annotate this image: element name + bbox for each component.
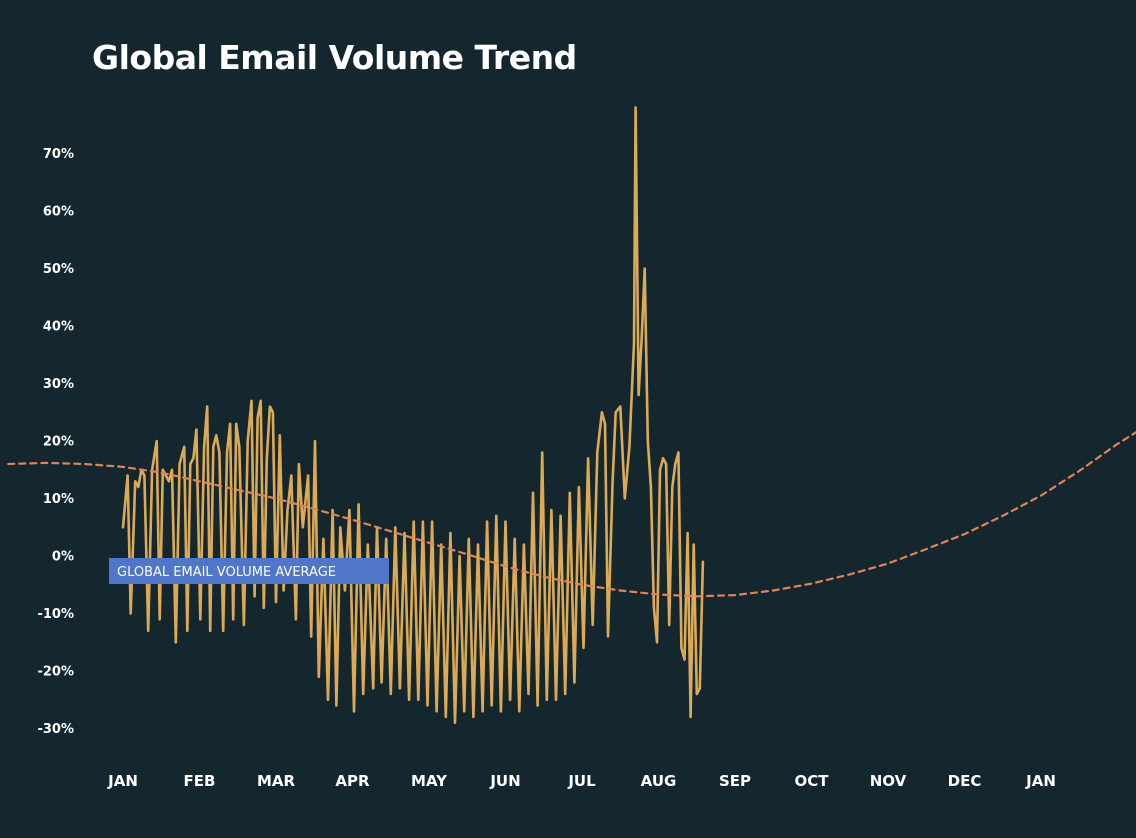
- y-tick-label: -30%: [37, 722, 74, 737]
- x-tick-label: SEP: [719, 772, 751, 790]
- y-tick-label: 10%: [43, 492, 74, 507]
- chart-title: Global Email Volume Trend: [92, 38, 577, 77]
- x-axis: JAN FEB MAR APR MAY JUN JUL AUG SEP OCT NOV DEC JAN: [107, 772, 1056, 790]
- x-tick-label: NOV: [870, 772, 907, 790]
- average-label-text: GLOBAL EMAIL VOLUME AVERAGE: [117, 565, 336, 580]
- x-tick-label: JUN: [489, 772, 520, 790]
- y-tick-label: -10%: [37, 607, 74, 622]
- x-tick-label: AUG: [641, 772, 677, 790]
- x-tick-label: OCT: [795, 772, 830, 790]
- y-tick-label: 70%: [43, 147, 74, 162]
- x-tick-label: JUL: [567, 772, 596, 790]
- y-axis: 70%60%50%40%30%20%10%0%-10%-20%-30%: [37, 147, 74, 737]
- x-tick-label: DEC: [948, 772, 982, 790]
- x-tick-label: APR: [335, 772, 370, 790]
- y-tick-label: 20%: [43, 435, 74, 450]
- y-tick-label: 60%: [43, 205, 74, 220]
- y-tick-label: -20%: [37, 665, 74, 680]
- series: [7, 106, 1136, 725]
- average-label-background: [109, 558, 389, 584]
- x-tick-label: JAN: [107, 772, 138, 790]
- average-label: GLOBAL EMAIL VOLUME AVERAGE: [109, 558, 389, 584]
- y-tick-label: 50%: [43, 262, 74, 277]
- daily-volume-line: [121, 106, 705, 725]
- x-tick-label: JAN: [1025, 772, 1056, 790]
- trend-line: [7, 431, 1136, 598]
- y-tick-label: 30%: [43, 377, 74, 392]
- x-tick-label: MAY: [411, 772, 448, 790]
- y-tick-label: 40%: [43, 320, 74, 335]
- x-tick-label: FEB: [184, 772, 216, 790]
- x-tick-label: MAR: [257, 772, 296, 790]
